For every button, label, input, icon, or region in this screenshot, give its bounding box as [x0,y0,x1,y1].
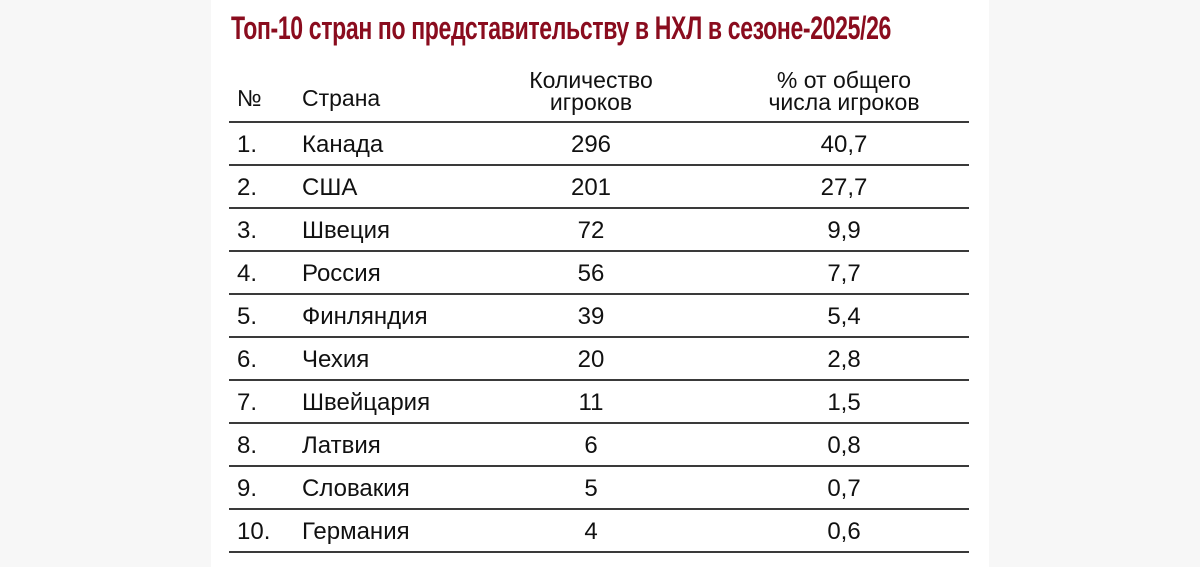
row-percent: 2,8 [827,346,861,373]
table-row: 5. Финляндия 39 5,4 [229,295,969,338]
row-player-count: 5 [584,475,598,502]
header-player-count-line2: игроков [549,89,633,115]
row-rank: 8. [237,432,258,459]
row-player-count: 72 [577,217,605,244]
nhl-countries-table: № Страна Количество игроков % от общего … [229,62,969,553]
row-rank: 4. [237,260,258,287]
table-row: 2. США 201 27,7 [229,166,969,209]
row-percent: 7,7 [827,260,861,287]
row-player-count: 56 [577,260,605,287]
row-percent: 9,9 [827,217,861,244]
row-rank: 5. [237,303,258,330]
header-percent-line1: % от общего [776,67,912,93]
header-percent-line2: числа игроков [768,89,920,115]
table-row: 6. Чехия 20 2,8 [229,338,969,381]
row-country: США [302,174,358,201]
table-row: 8. Латвия 6 0,8 [229,424,969,467]
row-rank: 6. [237,346,258,373]
row-percent: 0,8 [827,432,861,459]
table-row: 1. Канада 296 40,7 [229,123,969,166]
header-player-count: Количество игроков [509,67,673,115]
header-number: № [237,85,262,111]
row-country: Канада [302,131,384,158]
row-country: Швеция [302,217,390,244]
header-country: Страна [302,85,381,111]
header-percent: % от общего числа игроков [744,67,944,115]
row-country: Швейцария [302,389,431,416]
row-rank: 1. [237,131,258,158]
header-player-count-line1: Количество [529,67,653,93]
row-country: Финляндия [302,303,428,330]
table-row: 4. Россия 56 7,7 [229,252,969,295]
table-header: № Страна Количество игроков % от общего … [229,62,969,123]
row-player-count: 39 [577,303,605,330]
row-country: Латвия [302,432,381,459]
row-percent: 0,7 [827,475,861,502]
table-row: 9. Словакия 5 0,7 [229,467,969,510]
row-rank: 2. [237,174,258,201]
row-rank: 7. [237,389,258,416]
row-percent: 5,4 [827,303,861,330]
row-player-count: 11 [578,389,604,416]
infographic-title: Топ-10 стран по представительству в НХЛ … [231,10,891,46]
row-player-count: 4 [584,518,598,545]
row-country: Чехия [302,346,370,373]
table-row: 3. Швеция 72 9,9 [229,209,969,252]
infographic-panel: Топ-10 стран по представительству в НХЛ … [211,0,989,567]
row-player-count: 296 [570,131,612,158]
row-rank: 9. [237,475,258,502]
table-row: 10. Германия 4 0,6 [229,510,969,553]
row-percent: 27,7 [820,174,868,201]
row-rank: 10. [237,518,271,545]
row-country: Германия [302,518,410,545]
row-player-count: 20 [577,346,605,373]
row-country: Россия [302,260,381,287]
row-rank: 3. [237,217,258,244]
row-player-count: 6 [584,432,598,459]
row-percent: 1,5 [827,389,861,416]
row-country: Словакия [302,475,410,502]
row-percent: 40,7 [820,131,868,158]
row-percent: 0,6 [827,518,861,545]
table-row: 7. Швейцария 11 1,5 [229,381,969,424]
row-player-count: 201 [570,174,612,201]
